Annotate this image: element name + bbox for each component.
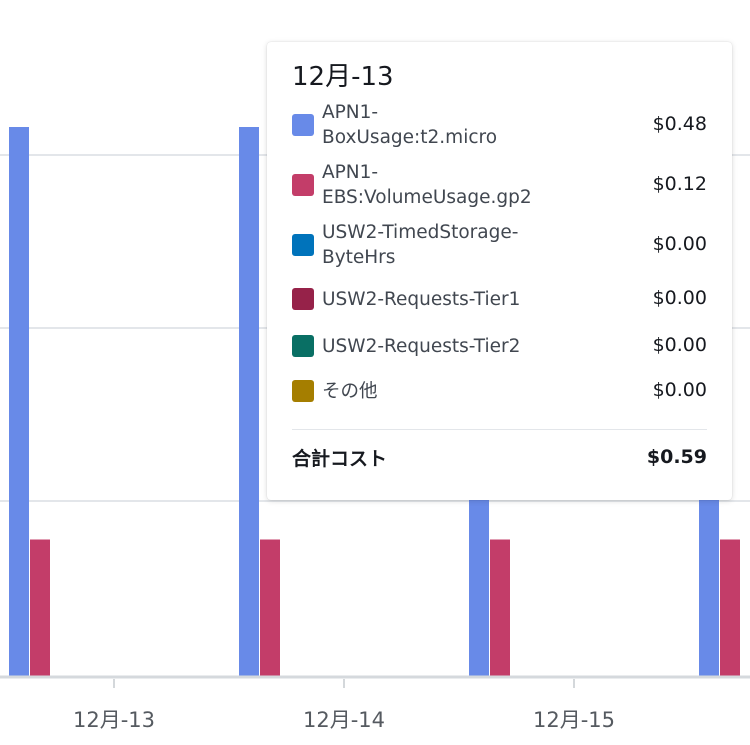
bar-boxusage-1[interactable]	[239, 127, 259, 677]
label-line: APN1-	[322, 162, 379, 183]
bar-ebs-2[interactable]	[490, 539, 510, 678]
label-line: EBS:VolumeUsage.gp2	[322, 187, 532, 208]
x-tick-label: 12月-14	[303, 708, 385, 732]
bar-ebs-1[interactable]	[260, 539, 280, 678]
tooltip-row-value: $0.00	[652, 379, 707, 401]
total-cost-label: 合計コスト	[292, 448, 388, 470]
label-line: APN1-	[322, 102, 379, 123]
label-line: ByteHrs	[322, 247, 396, 268]
x-axis: 12月-13 12月-14 12月-15	[0, 675, 750, 732]
tooltip-row-label: USW2-Requests-Tier1	[322, 289, 521, 310]
x-tick-label: 12月-13	[73, 708, 155, 732]
legend-swatch-icon	[292, 380, 314, 402]
bar-boxusage-0[interactable]	[9, 127, 29, 677]
legend-swatch-icon	[292, 288, 314, 310]
legend-swatch-icon	[292, 335, 314, 357]
tooltip-title: 12月-13	[292, 62, 394, 92]
tooltip-row-label: USW2-TimedStorage- ByteHrs	[322, 220, 572, 270]
tooltip-row-value: $0.00	[652, 233, 707, 255]
label-line: BoxUsage:t2.micro	[322, 127, 498, 148]
x-tick-label: 12月-15	[533, 708, 615, 732]
label-line: USW2-TimedStorage-	[322, 222, 519, 243]
legend-swatch-icon	[292, 174, 314, 196]
legend-swatch-icon	[292, 234, 314, 256]
bar-ebs-0[interactable]	[30, 539, 50, 678]
total-cost-value: $0.59	[646, 446, 707, 468]
tooltip-row-value: $0.12	[652, 173, 707, 195]
tooltip-row-label: APN1- EBS:VolumeUsage.gp2	[322, 160, 572, 210]
tooltip-row-label: USW2-Requests-Tier2	[322, 336, 521, 357]
tooltip-row-value: $0.00	[652, 287, 707, 309]
tooltip-row-value: $0.00	[652, 334, 707, 356]
tooltip-divider	[292, 429, 707, 430]
tooltip-row-label: APN1- BoxUsage:t2.micro	[322, 100, 572, 150]
chart-tooltip: 12月-13 APN1- BoxUsage:t2.micro $0.48 APN…	[267, 42, 732, 500]
legend-swatch-icon	[292, 114, 314, 136]
tooltip-row-label: その他	[322, 381, 378, 402]
tooltip-row-value: $0.48	[652, 113, 707, 135]
bar-ebs-3[interactable]	[720, 539, 740, 678]
